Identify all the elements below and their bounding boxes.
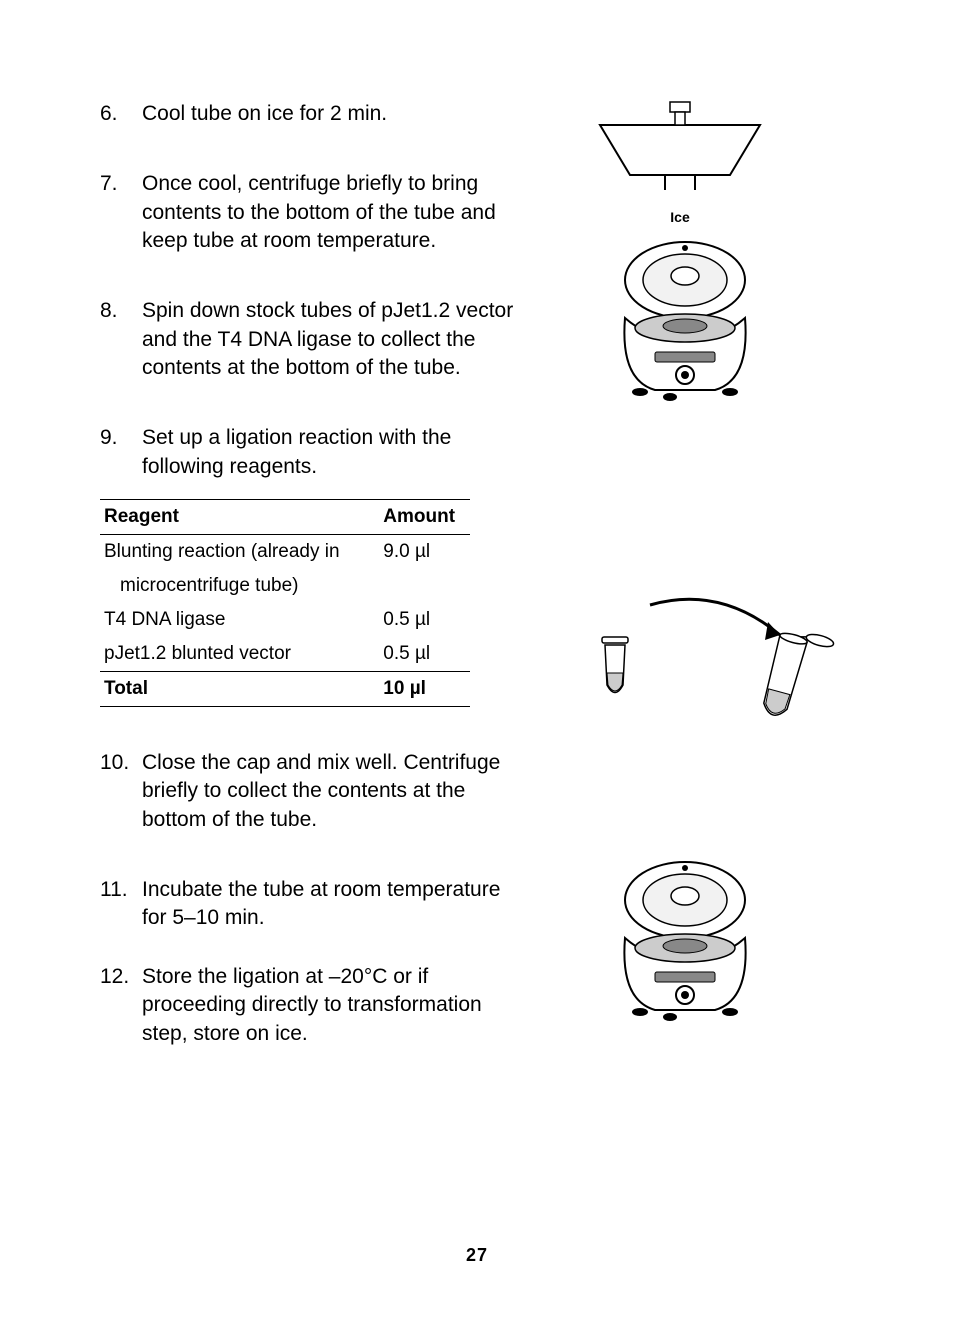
step-number: 9. <box>100 424 142 481</box>
table-row: microcentrifuge tube) <box>100 569 470 603</box>
table-total-row: Total 10 µl <box>100 672 470 707</box>
step-text: Close the cap and mix well. Centrifuge b… <box>142 749 520 834</box>
step-number: 10. <box>100 749 142 834</box>
cell-reagent: microcentrifuge tube) <box>100 569 375 603</box>
page: 6. Cool tube on ice for 2 min. 7. Once c… <box>0 0 954 1336</box>
cell-total-label: Total <box>100 672 375 707</box>
step-7: 7. Once cool, centrifuge briefly to brin… <box>100 170 520 255</box>
cell-amount: 9.0 µl <box>375 535 470 570</box>
step-text: Set up a ligation reaction with the foll… <box>142 424 520 481</box>
header-reagent: Reagent <box>100 500 375 535</box>
step-text: Incubate the tube at room temperature fo… <box>142 876 520 933</box>
cell-reagent: T4 DNA ligase <box>100 603 375 637</box>
cell-reagent: Blunting reaction (already in <box>100 535 375 570</box>
cell-amount <box>375 569 470 603</box>
step-number: 11. <box>100 876 142 933</box>
table-header-row: Reagent Amount <box>100 500 470 535</box>
cell-total-amount: 10 µl <box>375 672 470 707</box>
ice-bucket-figure: Ice <box>590 100 770 225</box>
step-8: 8. Spin down stock tubes of pJet1.2 vect… <box>100 297 520 382</box>
tubes-icon <box>570 590 850 740</box>
page-number: 27 <box>0 1245 954 1266</box>
step-11: 11. Incubate the tube at room temperatur… <box>100 876 520 933</box>
table-row: pJet1.2 blunted vector 0.5 µl <box>100 637 470 672</box>
centrifuge-icon <box>600 860 770 1030</box>
step-12: 12. Store the ligation at –20°C or if pr… <box>100 963 520 1048</box>
right-column: Ice <box>550 100 850 1090</box>
steps-list-cont: 10. Close the cap and mix well. Centrifu… <box>100 749 520 1048</box>
step-text: Once cool, centrifuge briefly to bring c… <box>142 170 520 255</box>
table-row: T4 DNA ligase 0.5 µl <box>100 603 470 637</box>
header-amount: Amount <box>375 500 470 535</box>
step-9: 9. Set up a ligation reaction with the f… <box>100 424 520 481</box>
cell-amount: 0.5 µl <box>375 637 470 672</box>
centrifuge-icon <box>600 240 770 410</box>
step-10: 10. Close the cap and mix well. Centrifu… <box>100 749 520 834</box>
step-number: 12. <box>100 963 142 1048</box>
table-row: Blunting reaction (already in 9.0 µl <box>100 535 470 570</box>
cell-reagent: pJet1.2 blunted vector <box>100 637 375 672</box>
step-number: 8. <box>100 297 142 382</box>
ice-label: Ice <box>590 209 770 225</box>
step-6: 6. Cool tube on ice for 2 min. <box>100 100 520 128</box>
step-text: Store the ligation at –20°C or if procee… <box>142 963 520 1048</box>
step-text: Cool tube on ice for 2 min. <box>142 100 520 128</box>
centrifuge-figure-2 <box>600 860 770 1035</box>
reagent-table: Reagent Amount Blunting reaction (alread… <box>100 499 470 707</box>
step-text: Spin down stock tubes of pJet1.2 vector … <box>142 297 520 382</box>
centrifuge-figure-1 <box>600 240 770 415</box>
step-number: 7. <box>100 170 142 255</box>
left-column: 6. Cool tube on ice for 2 min. 7. Once c… <box>100 100 550 1090</box>
ice-bucket-icon <box>590 100 770 200</box>
cell-amount: 0.5 µl <box>375 603 470 637</box>
tubes-figure <box>570 590 850 745</box>
steps-list: 6. Cool tube on ice for 2 min. 7. Once c… <box>100 100 520 481</box>
content-columns: 6. Cool tube on ice for 2 min. 7. Once c… <box>100 100 864 1090</box>
step-number: 6. <box>100 100 142 128</box>
